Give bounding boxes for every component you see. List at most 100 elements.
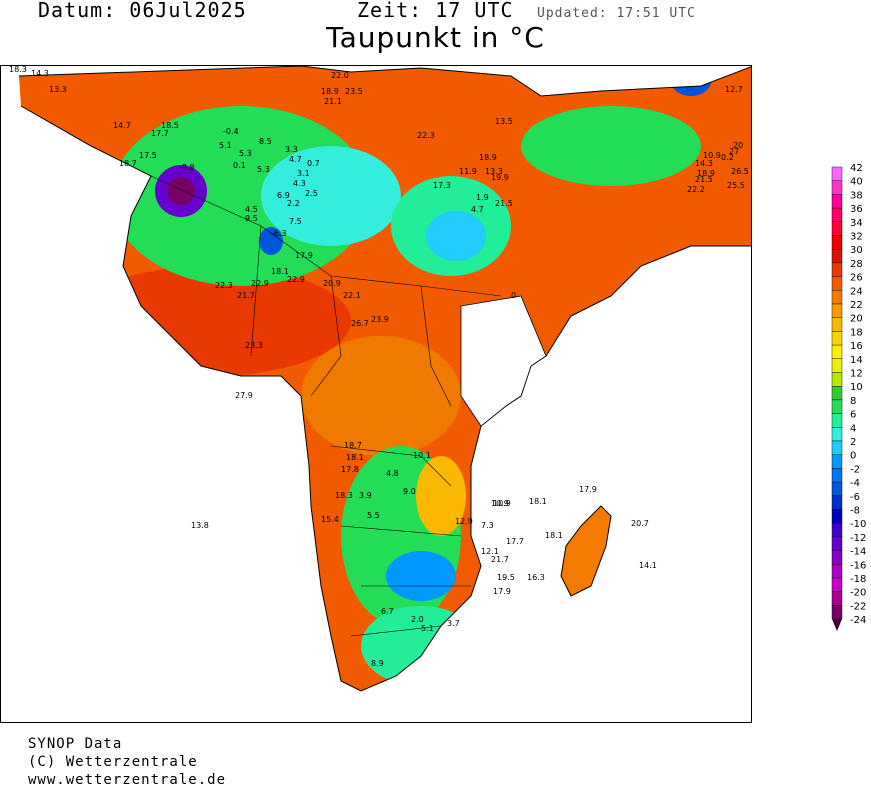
station-value: 4.7 [471,205,484,214]
legend-swatch [831,276,843,291]
legend-label: 38 [850,190,863,201]
legend-label: -16 [850,560,866,571]
station-value: 26.7 [351,319,369,328]
legend-swatch [831,399,843,414]
station-value: 10.1 [413,451,431,460]
station-value: 2.5 [305,189,318,198]
station-value: 8.9 [371,659,384,668]
footer-website[interactable]: www.wetterzentrale.de [28,772,227,788]
legend-label: -12 [850,533,866,544]
legend-swatch [831,207,843,222]
time-value: 17 [435,0,462,22]
station-value: 4.8 [386,469,399,478]
horn-blank-region [460,295,547,427]
station-value: 15.4 [321,515,339,524]
station-value: 22.9 [251,279,269,288]
station-value: 5.1 [219,141,232,150]
legend-label: -4 [850,478,860,489]
station-value: 17.3 [433,181,451,190]
time-zone: UTC [474,0,514,22]
station-value: 18.7 [119,159,137,168]
legend-swatch [831,605,843,620]
legend-label: 22 [850,300,863,311]
station-value: 2.2 [287,199,300,208]
legend-swatch [831,317,843,332]
station-value: 13.5 [495,117,513,126]
map-title: Taupunkt in °C [326,21,545,54]
station-value: 18.9 [479,153,497,162]
station-value: 9.0 [403,487,416,496]
station-value: 18.3 [335,491,353,500]
madagascar [560,505,612,597]
station-value: 6.7 [381,607,394,616]
station-value: 0.2 [721,153,734,162]
footer-source: SYNOP Data [28,736,123,752]
legend-swatch [831,331,843,346]
station-value: 18.1 [346,453,364,462]
station-value: 8.5 [259,137,272,146]
station-value: 18.7 [344,441,362,450]
station-value: 22.2 [687,185,705,194]
station-value: 17.9 [579,485,597,494]
station-value: 18.1 [545,531,563,540]
station-value: 13.3 [49,85,67,94]
color-legend: 424038363432302826242220181614121086420-… [831,163,866,632]
station-value: 2.0 [411,615,424,624]
station-value: 21.1 [324,97,342,106]
station-value: 26.5 [731,167,749,176]
time-label: Zeit: 17 UTC [357,0,514,22]
station-value: 0.7 [307,159,320,168]
station-value: 22.3 [215,281,233,290]
station-value: 23.9 [371,315,389,324]
station-value: 14.3 [31,69,49,78]
legend-swatch [831,194,843,209]
legend-swatch [831,550,843,565]
legend-swatch [831,166,843,181]
legend-label: 36 [850,204,863,215]
station-value: 5.1 [421,624,434,633]
legend-swatch [831,235,843,250]
station-value: 1.9 [476,193,489,202]
station-value: 10.9 [703,151,721,160]
legend-label: 30 [850,245,863,256]
legend-label: 40 [850,177,863,188]
legend-swatch [831,385,843,401]
station-value: 18.5 [161,121,179,130]
borders [150,175,502,637]
station-value: 21.7 [237,291,255,300]
station-value: 3.9 [359,491,372,500]
legend-swatch [831,358,843,373]
station-value: 22.9 [287,275,305,284]
station-value: 22.3 [417,131,435,140]
station-value: 22.1 [343,291,361,300]
station-value: 13.8 [191,521,209,530]
legend-swatch [831,495,843,510]
station-value: 14.1 [639,561,657,570]
legend-label: 24 [850,286,863,297]
station-value: 5.3 [257,165,270,174]
station-value: 14.7 [113,121,131,130]
station-value: -8.8 [179,163,195,172]
station-value: 17.7 [506,537,524,546]
station-value: 21.5 [495,199,513,208]
legend-label: -2 [850,464,860,475]
legend-swatch [831,454,843,469]
station-value: 0 [511,291,516,300]
station-value: 21.5 [695,175,713,184]
dewpoint-map[interactable]: 18.3 14.313.314.717.518.717.718.5-8.85.1-… [1,66,752,723]
legend-label: 6 [850,410,856,421]
station-value: 14.3 [695,159,713,168]
station-value: 13.3 [485,167,503,176]
footer-copyright: (C) Wetterzentrale [28,754,198,770]
map-frame[interactable]: 18.3 14.3 13.3 14.7 17.5 18.7 17.7 18.5 -8.8 5.1-… [0,65,752,723]
legend-swatch [831,577,843,592]
legend-swatch [831,262,843,277]
station-value: 18.9 [697,169,715,178]
station-value: 23.5 [345,87,363,96]
station-value: 12.1 [481,547,499,556]
legend-bottom-arrow [832,619,842,632]
legend-swatch [831,180,843,195]
station-value: 6.9 [277,191,290,200]
date-label: Datum: 06Jul2025 [38,0,247,22]
legend-swatch [831,536,843,551]
